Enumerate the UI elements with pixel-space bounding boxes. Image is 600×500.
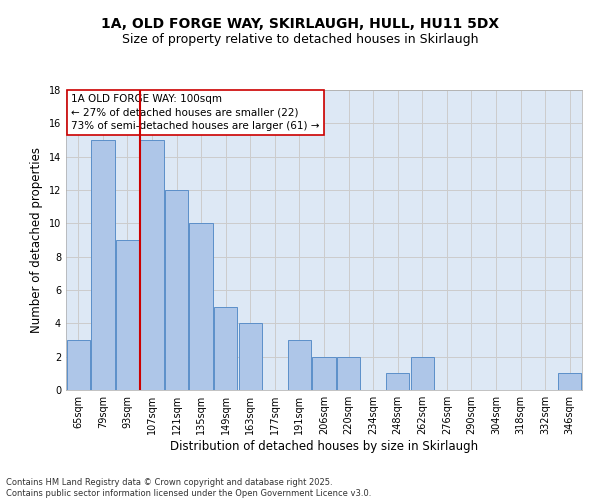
Bar (239, 324, 262, 390)
Text: 1A OLD FORGE WAY: 100sqm
← 27% of detached houses are smaller (22)
73% of semi-d: 1A OLD FORGE WAY: 100sqm ← 27% of detach… (71, 94, 320, 131)
Bar (288, 340, 311, 390)
Bar (190, 224, 213, 390)
Bar (410, 356, 434, 390)
Bar (91, 140, 115, 390)
Text: Contains HM Land Registry data © Crown copyright and database right 2025.
Contai: Contains HM Land Registry data © Crown c… (6, 478, 371, 498)
Bar (313, 356, 335, 390)
Bar (67, 340, 90, 390)
Bar (116, 240, 139, 390)
Bar (558, 374, 581, 390)
Bar (165, 190, 188, 390)
Bar (337, 356, 360, 390)
Bar (214, 306, 238, 390)
Text: 1A, OLD FORGE WAY, SKIRLAUGH, HULL, HU11 5DX: 1A, OLD FORGE WAY, SKIRLAUGH, HULL, HU11… (101, 18, 499, 32)
Y-axis label: Number of detached properties: Number of detached properties (30, 147, 43, 333)
X-axis label: Distribution of detached houses by size in Skirlaugh: Distribution of detached houses by size … (170, 440, 478, 453)
Bar (140, 140, 164, 390)
Text: Size of property relative to detached houses in Skirlaugh: Size of property relative to detached ho… (122, 32, 478, 46)
Bar (386, 374, 409, 390)
